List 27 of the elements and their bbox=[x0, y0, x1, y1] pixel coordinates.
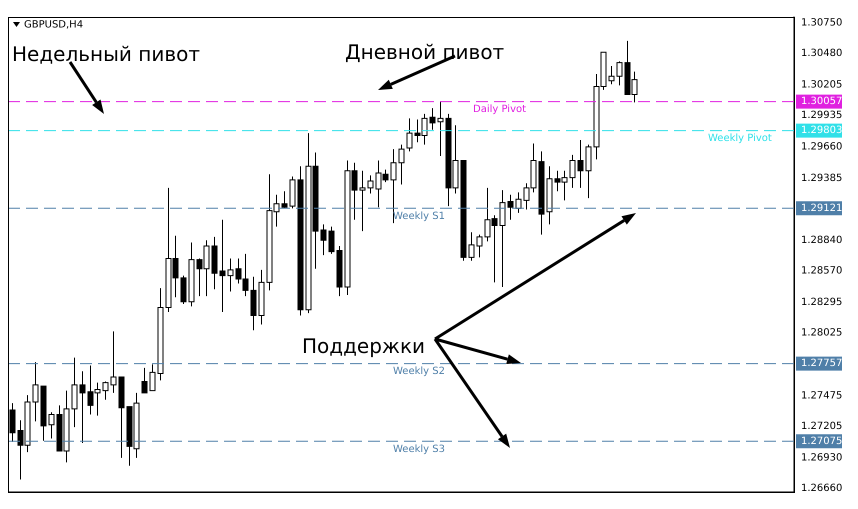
y-tick-label: 1.29385 bbox=[801, 172, 842, 184]
annotation: Дневной пивот bbox=[345, 40, 505, 64]
y-tick-label: 1.29935 bbox=[801, 110, 842, 122]
y-tick-label: 1.27075 bbox=[801, 436, 842, 447]
y-tick-label: 1.28570 bbox=[801, 266, 842, 277]
y-tick-label: 1.29803 bbox=[801, 125, 842, 136]
chart-title: GBPUSD,H4 bbox=[24, 20, 84, 31]
y-tick-label: 1.30205 bbox=[801, 79, 842, 90]
ref-line-label: Weekly S2 bbox=[393, 366, 445, 378]
y-tick-label: 1.29660 bbox=[801, 141, 842, 152]
y-tick-label: 1.26660 bbox=[801, 483, 842, 494]
y-tick-label: 1.30750 bbox=[801, 17, 842, 28]
y-tick-label: 1.28295 bbox=[801, 296, 842, 308]
y-tick-label: 1.26930 bbox=[801, 452, 842, 464]
ref-line-label: Weekly Pivot bbox=[708, 133, 772, 144]
y-tick-label: 1.30057 bbox=[801, 96, 842, 108]
y-tick-label: 1.28840 bbox=[801, 234, 842, 246]
ref-line-label: Weekly S3 bbox=[393, 444, 445, 455]
annotation: Недельный пивот bbox=[12, 42, 200, 66]
y-tick-label: 1.27475 bbox=[801, 390, 842, 402]
y-tick-label: 1.28025 bbox=[801, 328, 842, 339]
y-tick-label: 1.30480 bbox=[801, 48, 842, 60]
y-tick-label: 1.27205 bbox=[801, 421, 842, 432]
y-tick-label: 1.29121 bbox=[801, 202, 842, 214]
annotation: Поддержки bbox=[302, 334, 426, 358]
y-tick-label: 1.27757 bbox=[801, 358, 842, 370]
ref-line-label: Daily Pivot bbox=[473, 104, 526, 116]
